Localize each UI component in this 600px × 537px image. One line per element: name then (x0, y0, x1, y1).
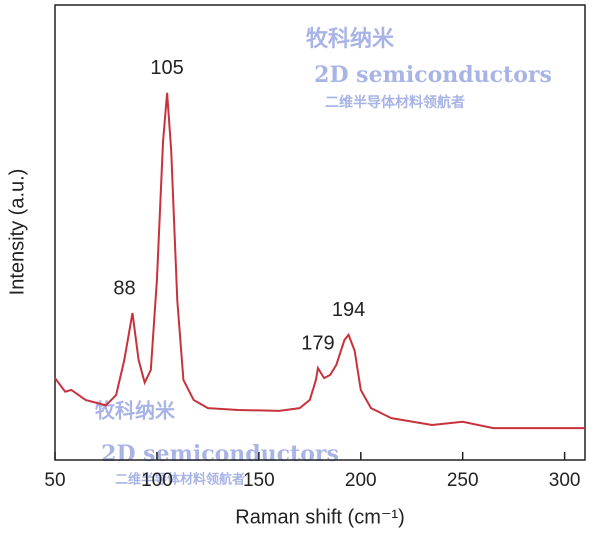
watermark-slogan: 二维半导体材料领航者 (325, 94, 465, 111)
peak-label: 194 (332, 299, 365, 321)
x-tick-label: 200 (345, 470, 377, 491)
y-axis-label: Intensity (a.u.) (6, 169, 28, 296)
watermark-brand: 牧科纳米 (306, 26, 395, 52)
x-tick-label: 50 (44, 470, 65, 491)
x-tick-label: 150 (243, 470, 275, 491)
plot-frame (54, 4, 586, 461)
x-tick-label: 250 (447, 470, 479, 491)
peak-label: 88 (113, 277, 135, 299)
line (54, 92, 585, 430)
peak-label: 105 (150, 57, 183, 79)
watermark-name: 2D semiconductors (101, 441, 339, 467)
x-tick-label: 100 (141, 470, 173, 491)
peak-label: 179 (301, 332, 334, 354)
watermark-name: 2D semiconductors (314, 62, 552, 88)
watermark: 牧科纳米 2D semiconductors 二维半导体材料领航者 牧科纳米 2… (95, 26, 552, 488)
watermark-slogan: 二维半导体材料领航者 (115, 472, 245, 488)
x-tick-label: 300 (549, 470, 581, 491)
watermark-brand: 牧科纳米 (95, 399, 176, 423)
x-axis-label: Raman shift (cm⁻¹) (235, 506, 404, 528)
